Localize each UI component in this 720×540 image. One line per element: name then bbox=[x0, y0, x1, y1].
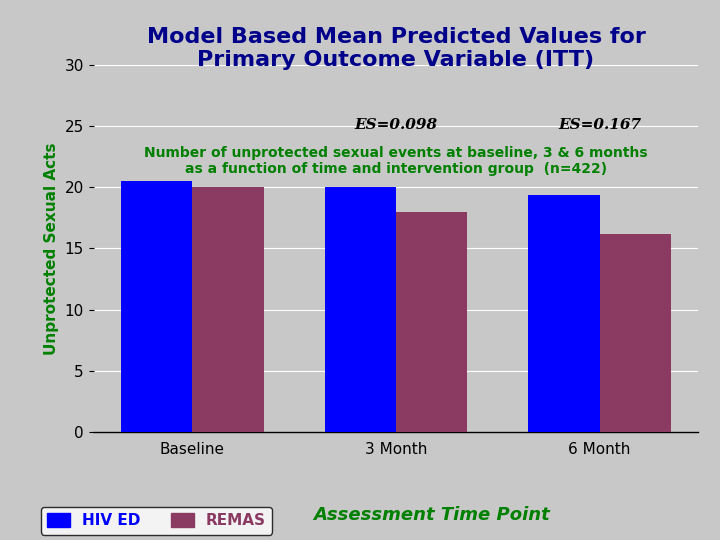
Text: Number of unprotected sexual events at baseline, 3 & 6 months
as a function of t: Number of unprotected sexual events at b… bbox=[144, 146, 648, 176]
Text: ES=0.167: ES=0.167 bbox=[558, 118, 642, 132]
Text: Model Based Mean Predicted Values for
Primary Outcome Variable (ITT): Model Based Mean Predicted Values for Pr… bbox=[147, 27, 645, 70]
Text: Assessment Time Point: Assessment Time Point bbox=[314, 506, 550, 524]
Legend: HIV ED, REMAS: HIV ED, REMAS bbox=[41, 507, 272, 535]
Bar bbox=[600, 234, 671, 432]
Bar bbox=[325, 187, 396, 432]
Bar bbox=[121, 181, 192, 432]
Y-axis label: Unprotected Sexual Acts: Unprotected Sexual Acts bbox=[44, 142, 59, 355]
Text: ES=0.098: ES=0.098 bbox=[354, 118, 438, 132]
Bar bbox=[528, 194, 600, 432]
Bar bbox=[192, 187, 264, 432]
Bar bbox=[396, 212, 467, 432]
